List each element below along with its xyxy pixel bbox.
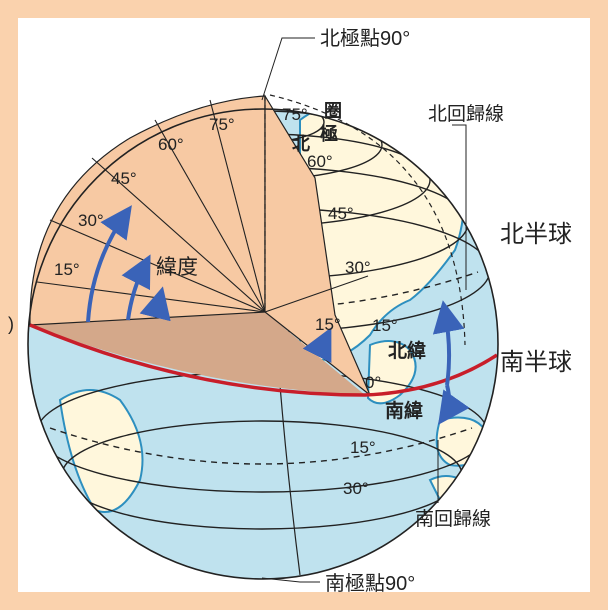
north-pole-pointer <box>261 37 315 101</box>
globe-degree-15-south: 15° <box>350 438 376 457</box>
wedge-degree-75: 75° <box>209 115 235 134</box>
frame-bottom <box>0 592 608 610</box>
arctic-circle-label-2: 極 <box>320 123 338 144</box>
south-pole-label: 南極點90° <box>325 572 415 595</box>
north-latitude-label: 北緯 <box>388 339 426 362</box>
arctic-circle-label-1: 圈 <box>324 101 342 121</box>
africa-landmass <box>58 389 144 513</box>
south-latitude-label: 南緯 <box>385 399 423 422</box>
section-15-line <box>264 275 369 313</box>
globe-degree-45: 45° <box>328 204 354 223</box>
wedge-degree-15: 15° <box>54 260 80 279</box>
globe-degree-15-center: 15° <box>315 315 341 334</box>
wedge-degree-60: 60° <box>158 135 184 154</box>
globe-degree-75: 75° <box>282 105 308 124</box>
tropic-cancer-label: 北回歸線 <box>428 103 504 125</box>
equator-edge-label: ) <box>8 314 14 334</box>
globe-outline <box>27 108 499 580</box>
frame-top <box>0 0 608 18</box>
frame-left <box>0 0 18 610</box>
south-pole-pointer <box>261 577 320 583</box>
globe-degree-60: 60° <box>307 152 333 171</box>
arctic-circle-label-3: 北 <box>292 134 310 154</box>
latitude-label: 緯度 <box>156 256 198 279</box>
tropic-capricorn-label: 南回歸線 <box>415 508 491 530</box>
latitude-arrows <box>86 205 470 425</box>
globe-degree-15-north: 15° <box>372 316 398 335</box>
globe-degree-30: 30° <box>345 258 371 277</box>
wedge-degree-30: 30° <box>78 211 104 230</box>
equator-plane <box>30 312 365 395</box>
wedge-degree-45: 45° <box>111 169 137 188</box>
frame-right <box>590 0 608 610</box>
southeast-asia-landmass <box>366 340 417 405</box>
southern-hemisphere-label: 南半球 <box>500 349 572 376</box>
north-pole-label: 北極點90° <box>320 27 410 50</box>
northern-hemisphere-label: 北半球 <box>500 221 572 248</box>
tropic-cancer-pointer <box>452 124 467 290</box>
globe-degree-30-south: 30° <box>343 479 369 498</box>
meridian-dashed <box>269 94 466 346</box>
latitude-wedge <box>29 95 266 326</box>
globe-degree-0: 0° <box>365 373 381 392</box>
